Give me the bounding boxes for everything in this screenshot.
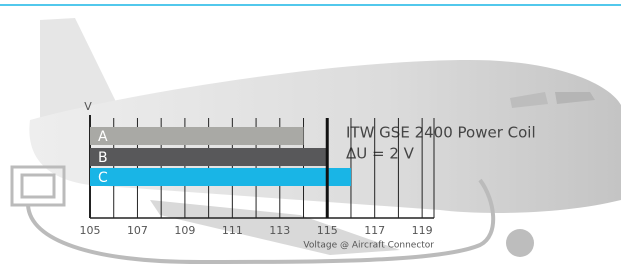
y-axis-label: V (84, 100, 92, 113)
x-tick-label: 117 (364, 224, 385, 237)
x-tick-label: 119 (412, 224, 433, 237)
category-label: C (98, 170, 108, 186)
bar (90, 168, 351, 186)
x-tick-label: 111 (222, 224, 243, 237)
category-label: B (98, 150, 108, 166)
x-tick-label: 113 (269, 224, 290, 237)
bar (90, 148, 327, 166)
chart: V ITW GSE 2400 Power Coil ΔU = 2 V Volta… (0, 0, 621, 271)
category-label: A (98, 129, 108, 145)
x-tick-label: 105 (80, 224, 101, 237)
x-tick-label: 115 (317, 224, 338, 237)
annotation: ΔU = 2 V (346, 145, 415, 163)
x-axis-label: Voltage @ Aircraft Connector (303, 241, 434, 251)
bar (90, 127, 304, 145)
x-tick-label: 107 (127, 224, 148, 237)
x-tick-label: 109 (174, 224, 195, 237)
